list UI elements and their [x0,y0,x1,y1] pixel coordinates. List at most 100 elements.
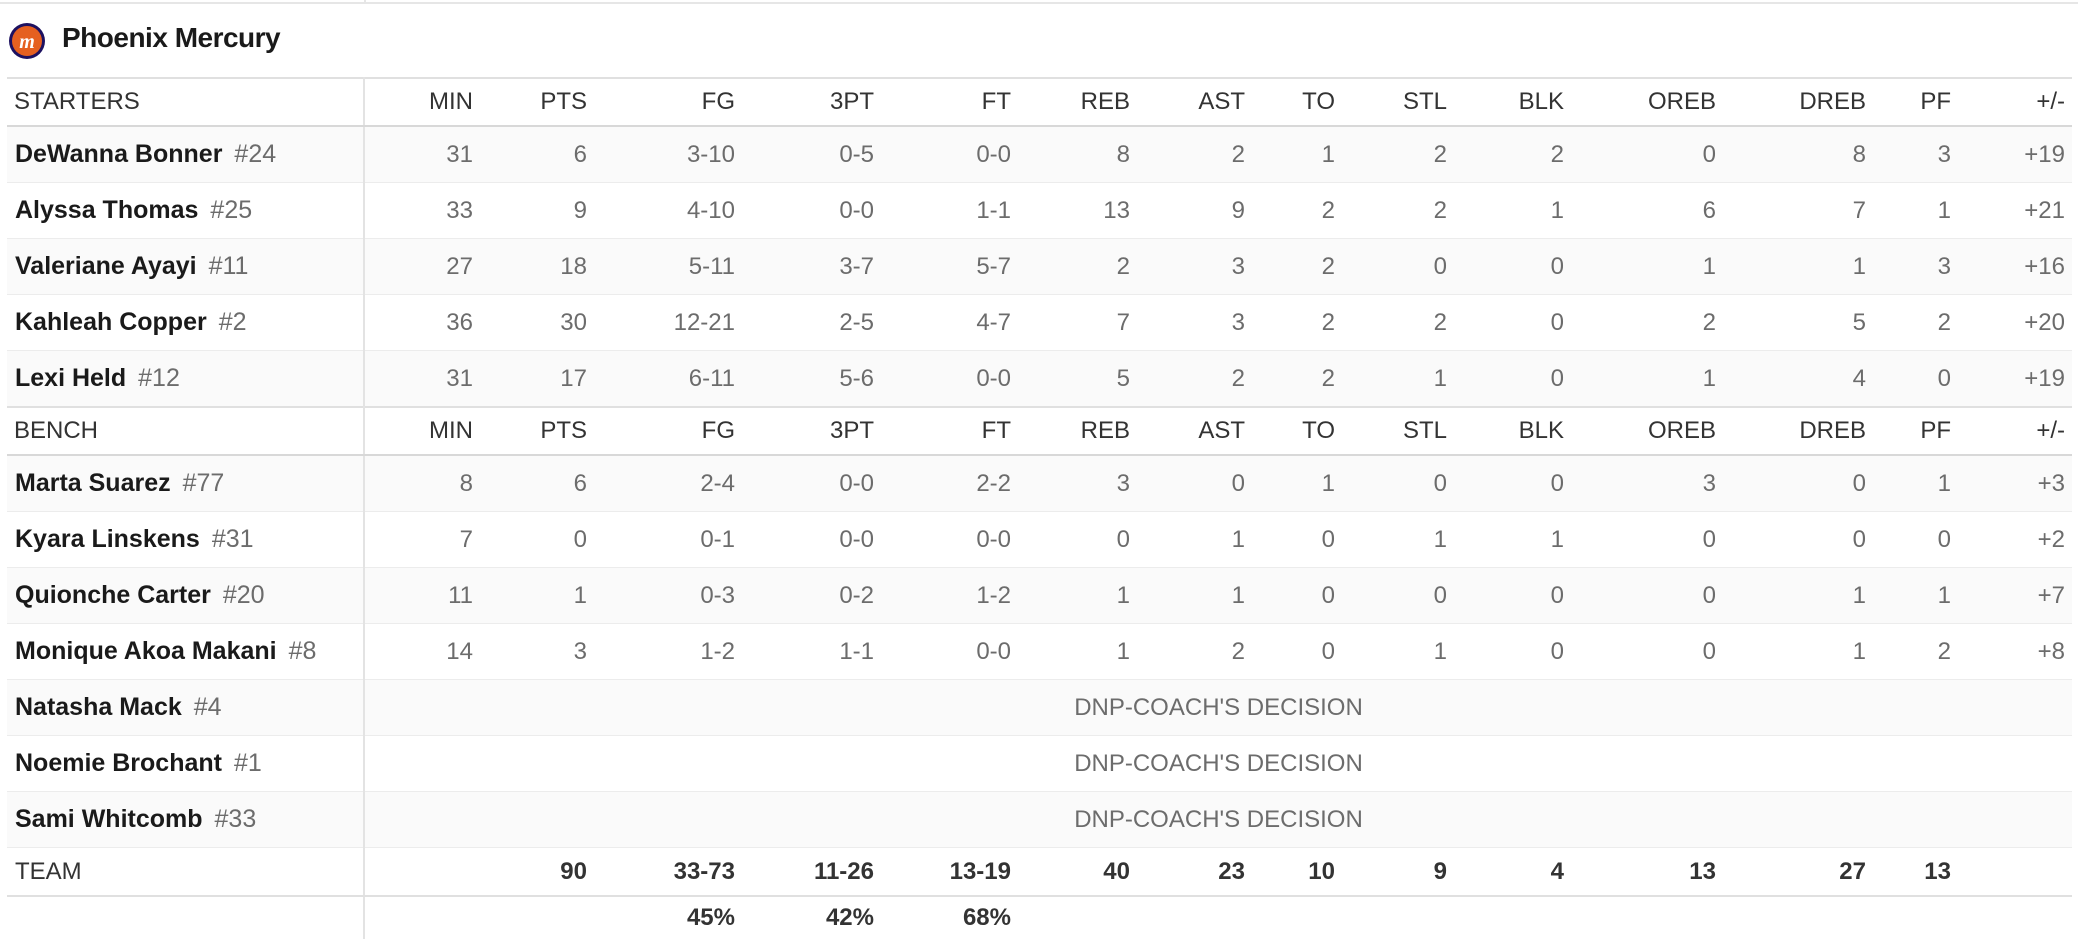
stat-cell: 17 [473,350,587,408]
stat-cell: 31 [364,126,473,183]
svg-text:m: m [19,31,35,53]
player-cell: Kahleah Copper #2 [7,294,365,351]
stat-cell: 3 [1130,294,1245,351]
stat-cell: 1 [1335,623,1447,680]
header-row: BENCH MIN PTS FG 3PT FT REB AST TO STL BLK OREB DREB… [7,406,2072,456]
stat-cell: 0-1 [587,511,735,568]
stat-cell: +8 [1951,623,2072,680]
player-cell: Marta Suarez #77 [7,455,365,512]
stat-cell: +19 [1951,126,2072,183]
player-number: #20 [222,581,265,609]
stat-cell: 7 [1011,294,1130,351]
player-number: #1 [233,749,262,777]
stat-cell: 0-5 [735,126,874,183]
stat-cell: 0 [1716,455,1866,512]
column-header: REB [1011,77,1130,127]
player-name: Quionche Carter [15,581,211,609]
player-name: Marta Suarez [15,469,171,497]
stat-cell: 0-0 [735,182,874,239]
stat-cell: 14 [364,623,473,680]
team-label: TEAM [7,847,365,897]
stat-cell: 1 [1866,455,1951,512]
stat-cell: 1 [473,567,587,624]
percentage-cell: 45% [686,904,735,931]
stat-cell: 1 [1011,567,1130,624]
total-cell: 13-19 [874,847,1011,897]
player-row: Sami Whitcomb #33 DNP-COACH'S DECISION [7,791,2072,848]
percentage-cell [1245,896,1335,939]
stat-cell: 13 [1011,182,1130,239]
column-header: BLK [1447,77,1564,127]
column-header: FG [587,77,735,127]
column-header: DREB [1716,77,1866,127]
column-header: PTS [473,77,587,127]
player-cell: Lexi Held #12 [7,350,365,408]
stat-cell: 0-0 [735,511,874,568]
stat-cell: 6 [473,455,587,512]
percentage-cell [473,896,587,939]
total-cell: 33-73 [587,847,735,897]
total-cell: 13 [1564,847,1716,897]
stat-cell: 0 [1447,455,1564,512]
column-header: TO [1245,77,1335,127]
percentage-cell [364,896,473,939]
player-name: Noemie Brochant [15,749,222,777]
stat-cell: 0 [1335,455,1447,512]
divider [0,2,2078,4]
stat-cell: 2 [1866,294,1951,351]
column-header: 3PT [735,406,874,456]
player-cell: Kyara Linskens #31 [7,511,365,568]
player-name: Valeriane Ayayi [15,252,197,280]
stat-cell: 0-3 [587,567,735,624]
stat-cell: 3 [1564,455,1716,512]
stat-cell: 1-1 [735,623,874,680]
stat-cell: 0 [1716,511,1866,568]
stat-cell: 2 [1245,182,1335,239]
percentage-label [7,896,365,939]
player-number: #33 [214,805,257,833]
column-header: FG [587,406,735,456]
stat-cell: 0-2 [735,567,874,624]
percentage-cell [1447,896,1564,939]
stat-cell: 0 [1866,350,1951,408]
stat-cell: 2 [1335,182,1447,239]
total-cell [364,847,473,897]
total-cell: 10 [1245,847,1335,897]
player-cell: Monique Akoa Makani #8 [7,623,365,680]
stat-cell: 0-0 [874,350,1011,408]
percentage-cell: 42% [825,904,874,931]
stat-cell: 33 [364,182,473,239]
stat-cell: 0-0 [735,455,874,512]
player-cell: Noemie Brochant #1 [7,735,365,792]
player-row: Noemie Brochant #1 DNP-COACH'S DECISION [7,735,2072,792]
stat-cell: 1 [1447,182,1564,239]
column-header: FT [874,406,1011,456]
stat-cell: 1 [1564,350,1716,408]
stat-cell: 2 [1130,126,1245,183]
stat-cell: 2 [1245,238,1335,295]
stat-cell: 1 [1335,350,1447,408]
percentage-cell [1564,896,1716,939]
stat-cell: 3 [1866,126,1951,183]
stat-cell: 3 [1130,238,1245,295]
stat-cell: 9 [473,182,587,239]
stat-cell: 1 [1716,567,1866,624]
stat-cell: 1-2 [587,623,735,680]
stat-cell: 0 [1447,350,1564,408]
stat-cell: 1 [1130,567,1245,624]
stat-cell: 3-10 [587,126,735,183]
column-header: STL [1335,77,1447,127]
stat-cell: 2 [1866,623,1951,680]
team-logo: m [9,23,45,59]
column-header: OREB [1564,406,1716,456]
stat-cell: 2 [1130,350,1245,408]
column-header: AST [1130,77,1245,127]
stat-cell: 0 [1447,567,1564,624]
stat-cell: 1 [1716,623,1866,680]
dnp-note: DNP-COACH'S DECISION [364,735,2072,792]
stat-cell: 0-0 [874,623,1011,680]
stat-cell: 31 [364,350,473,408]
stat-cell: +16 [1951,238,2072,295]
stat-cell: 2 [1335,294,1447,351]
stat-cell: 2 [1335,126,1447,183]
